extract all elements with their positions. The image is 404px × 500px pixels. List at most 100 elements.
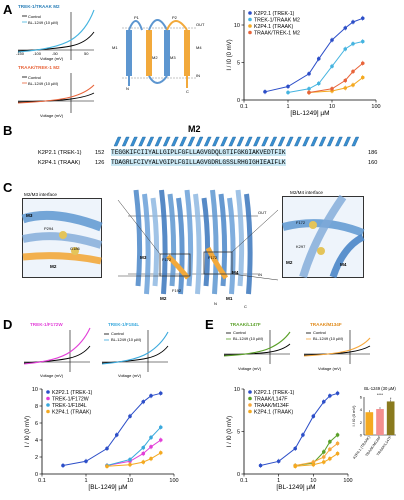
- legend-marker: [248, 396, 252, 401]
- x-tick-label: 100: [371, 104, 380, 110]
- structure-label-f192: F192: [172, 288, 182, 293]
- trace-xlabel: Voltage (mV): [40, 113, 64, 118]
- structure-label-f172-right: F172: [208, 255, 218, 260]
- helix-turn: [244, 136, 253, 147]
- tick-label: -50: [52, 51, 58, 56]
- structure-helix: [184, 189, 194, 287]
- y-tick-label: 8: [35, 404, 38, 410]
- panel-label-b: B: [3, 123, 13, 138]
- data-point: [328, 456, 332, 461]
- data-point: [141, 460, 146, 464]
- helix-turn: [146, 136, 155, 147]
- data-point: [61, 463, 65, 468]
- alignment-row-name: K2P2.1 (TREK-1): [38, 150, 82, 156]
- data-point: [158, 391, 163, 396]
- legend-label: K2P2.1 (TREK-1): [52, 390, 93, 396]
- legend-marker: [46, 409, 50, 414]
- inset-m2-m3: [21, 198, 103, 278]
- trace-legend-bl1249: BL-1249 (10 µM): [111, 337, 142, 342]
- helix-turn: [203, 136, 212, 147]
- legend-marker: [248, 409, 252, 414]
- structure-helix: [227, 197, 236, 295]
- structure-helix: [150, 197, 160, 287]
- structure-helix: [133, 189, 143, 287]
- x-tick-label: 1: [277, 478, 280, 484]
- legend-label: TRAAK/M134F: [254, 403, 289, 409]
- legend-label: TREK-1/TRAAK M2: [254, 18, 300, 24]
- alignment-row-start: 126: [95, 160, 105, 166]
- legend-label: K2P4.1 (TRAAK): [254, 410, 293, 416]
- data-point: [158, 450, 163, 455]
- x-axis-label: [BL-1249] µM: [290, 110, 329, 117]
- helix-m1: [126, 30, 132, 76]
- trace-legend-bl1249: BL-1249 (10 µM): [28, 20, 59, 25]
- legend-label: TRAAK/L147F: [254, 397, 287, 403]
- y-tick-label: 6: [35, 421, 38, 427]
- inset-m2-m4: [282, 194, 365, 279]
- alignment-row-end: 186: [368, 150, 378, 156]
- zoom-box-right: [203, 251, 233, 275]
- structure-helix: [176, 197, 185, 295]
- data-point: [114, 433, 119, 437]
- trace-legend-control: Control: [233, 330, 246, 335]
- helix-turn: [261, 136, 269, 147]
- alignment-row-seq: TEGGKIFCIIYALLGIPLFGFLLAGVGDQLGTIFGKGIAK…: [111, 149, 286, 156]
- data-point: [149, 435, 153, 440]
- data-point: [321, 460, 326, 464]
- legend-marker: [248, 403, 252, 407]
- helix-turn: [187, 136, 196, 147]
- topology-label-in: IN: [196, 73, 200, 78]
- inset-label-m3: M3: [26, 213, 33, 218]
- structure-helix-m2b: [205, 246, 229, 280]
- series-line: [308, 62, 364, 93]
- helix-turn: [302, 136, 310, 147]
- inset-label-m4-right: M4: [340, 262, 347, 267]
- data-point: [105, 446, 109, 451]
- legend-marker: [248, 390, 252, 394]
- trace-plot-traak-trek-m2: [17, 73, 95, 113]
- inset-label-g186: G186: [70, 246, 80, 251]
- inset-title-m2-m4: M2/M4 interface: [290, 190, 323, 195]
- structure-helix: [201, 197, 211, 287]
- helix-m4: [184, 30, 190, 76]
- topology-label-p1: P1: [134, 15, 139, 20]
- structure-helix: [210, 189, 219, 295]
- helix-turn: [277, 136, 286, 147]
- data-point: [158, 438, 163, 442]
- series-line: [295, 443, 338, 466]
- y-axis-label: I / I0 (0 mV): [227, 39, 233, 70]
- structure-helix: [235, 189, 245, 287]
- data-point: [311, 414, 316, 418]
- helix-m2: [146, 30, 152, 76]
- panel-label-d: D: [3, 317, 13, 332]
- alignment-row-start: 152: [95, 150, 105, 156]
- y-tick-label: 0: [360, 433, 363, 438]
- tick-label: -150: [16, 51, 25, 56]
- inset-label-f172: F172: [296, 220, 306, 225]
- data-point: [141, 451, 146, 456]
- legend-label: K2P4.1 (TRAAK): [52, 410, 91, 416]
- structure-label-c: C: [244, 304, 247, 309]
- y-axis-label: I / I0 (0 mV): [351, 405, 356, 427]
- helix-turn: [228, 136, 237, 147]
- data-point: [328, 394, 332, 398]
- legend-marker: [248, 24, 252, 28]
- helix-turn: [253, 136, 261, 147]
- inset-label-m2-right: M2: [286, 260, 293, 265]
- data-point: [321, 450, 326, 454]
- helix-turn: [121, 136, 130, 147]
- trace-plot-f184l: [101, 330, 169, 372]
- topology-label-m2: M2: [152, 55, 158, 60]
- helix-turn: [236, 136, 245, 147]
- zoom-box-left: [159, 253, 191, 277]
- data-point: [351, 20, 355, 24]
- data-point: [293, 446, 298, 451]
- alignment-row-seq: TDAGRLFCIVYALVGIPLFGILLAGVGDRLGSSLRHGIGH…: [111, 159, 286, 166]
- structure-label-m2: M2: [160, 296, 167, 301]
- x-tick-label: 0.1: [38, 478, 46, 484]
- data-point: [286, 84, 290, 89]
- helix-turn: [130, 136, 138, 147]
- y-tick-label: 5: [237, 430, 240, 436]
- y-tick-label: 2: [360, 420, 363, 425]
